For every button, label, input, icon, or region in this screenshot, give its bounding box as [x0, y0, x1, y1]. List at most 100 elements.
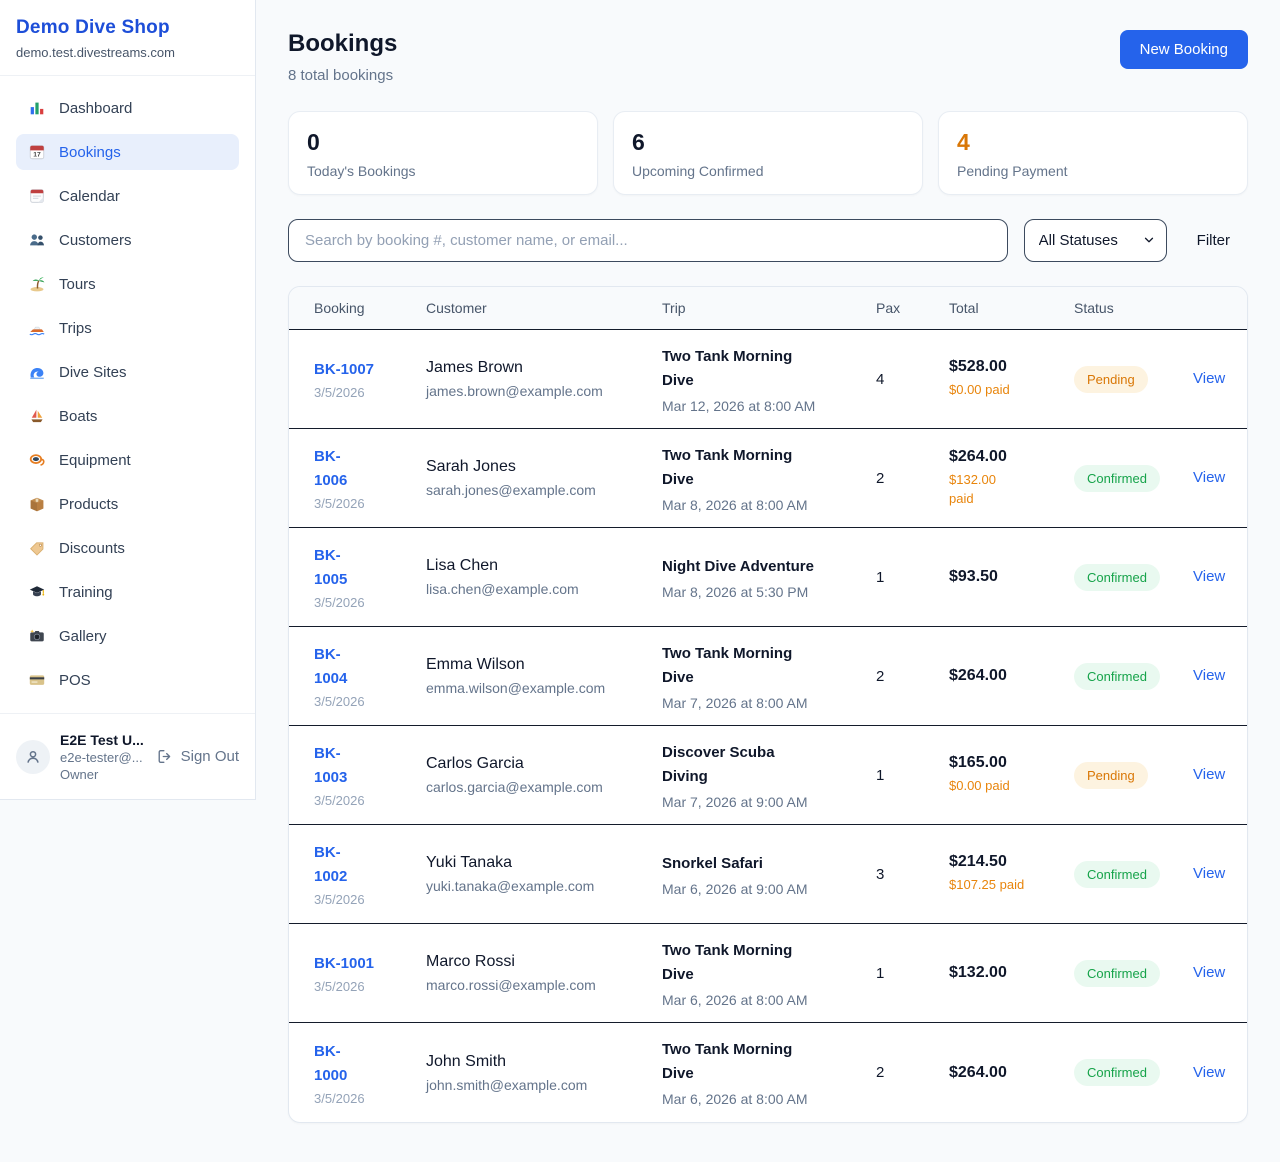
total-cell: $93.50	[949, 568, 1074, 586]
sidebar-item-dive-sites[interactable]: Dive Sites	[16, 354, 239, 390]
view-cell: View	[1193, 1063, 1226, 1082]
paid-amount: $107.25 paid	[949, 877, 1025, 893]
sidebar-item-boats[interactable]: Boats	[16, 398, 239, 434]
view-link[interactable]: View	[1193, 1063, 1226, 1081]
booking-cell: BK- 1000 3/5/2026	[314, 1040, 426, 1106]
view-cell: View	[1193, 865, 1226, 883]
sidebar-item-label: POS	[59, 671, 91, 689]
trip-cell: Two Tank Morning Dive Mar 6, 2026 at 8:0…	[662, 939, 876, 1008]
booking-id-link[interactable]: BK- 1006	[314, 448, 348, 489]
sidebar-item-pos[interactable]: POS	[16, 662, 239, 698]
customer-cell: Sarah Jones sarah.jones@example.com	[426, 458, 662, 498]
stat-label: Pending Payment	[957, 163, 1068, 179]
view-link[interactable]: View	[1193, 370, 1226, 387]
sidebar-item-calendar[interactable]: Calendar	[16, 178, 239, 214]
booking-cell: BK- 1004 3/5/2026	[314, 643, 426, 709]
sidebar-item-label: Calendar	[59, 187, 120, 205]
sign-out-label: Sign Out	[180, 748, 239, 765]
sidebar-item-customers[interactable]: Customers	[16, 222, 239, 258]
view-link[interactable]: View	[1193, 568, 1226, 585]
total-cell: $132.00	[949, 964, 1074, 982]
status-badge: Pending	[1074, 761, 1148, 789]
column-header-pax: Pax	[876, 300, 901, 316]
booking-id-link[interactable]: BK-1001	[314, 955, 375, 972]
view-link[interactable]: View	[1193, 667, 1226, 684]
sidebar-item-tours[interactable]: Tours	[16, 266, 239, 302]
sidebar-item-gallery[interactable]: Gallery	[16, 618, 239, 654]
island-icon	[28, 275, 46, 293]
booking-id-link[interactable]: BK- 1004	[314, 646, 348, 687]
booking-cell: BK- 1002 3/5/2026	[314, 841, 426, 907]
view-link[interactable]: View	[1193, 865, 1226, 882]
total-amount: $132.00	[949, 964, 1007, 981]
sidebar-item-equipment[interactable]: Equipment	[16, 442, 239, 478]
trip-cell: Two Tank Morning Dive Mar 7, 2026 at 8:0…	[662, 642, 876, 711]
booking-date: 3/5/2026	[314, 694, 365, 709]
view-link[interactable]: View	[1193, 469, 1226, 486]
stat-value: 4	[957, 129, 970, 155]
total-amount: $264.00	[949, 667, 1007, 684]
trip-name: Night Dive Adventure	[662, 557, 814, 575]
total-cell: $264.00 $132.00 paid	[949, 448, 1074, 509]
booking-id-link[interactable]: BK- 1003	[314, 745, 348, 786]
sign-out-icon	[156, 748, 173, 765]
shop-domain: demo.test.divestreams.com	[16, 45, 175, 60]
pax-value: 1	[876, 766, 885, 784]
status-badge: Confirmed	[1074, 1059, 1160, 1086]
sidebar-item-label: Dashboard	[59, 99, 133, 117]
status-badge: Confirmed	[1074, 662, 1160, 690]
customer-email: lisa.chen@example.com	[426, 581, 579, 597]
column-header-customer: Customer	[426, 300, 487, 316]
customer-email: james.brown@example.com	[426, 383, 603, 399]
status-badge: Confirmed	[1074, 563, 1160, 591]
paid-amount: $132.00 paid	[949, 471, 996, 506]
sidebar: Demo Dive Shop demo.test.divestreams.com…	[0, 0, 256, 800]
view-link[interactable]: View	[1193, 766, 1226, 783]
booking-cell: BK- 1003 3/5/2026	[314, 742, 426, 808]
status-badge: Confirmed	[1074, 860, 1160, 888]
pax-value: 3	[876, 865, 885, 883]
stat-label: Upcoming Confirmed	[632, 163, 764, 179]
view-link[interactable]: View	[1193, 964, 1226, 981]
booking-id-link[interactable]: BK- 1005	[314, 547, 348, 588]
customer-email: john.smith@example.com	[426, 1076, 588, 1093]
table-header-row: Booking Customer Trip Pax Total Status	[289, 287, 1247, 330]
trip-datetime: Mar 6, 2026 at 9:00 AM	[662, 880, 808, 897]
sign-out-button[interactable]: Sign Out	[156, 748, 239, 765]
calendar-pad-icon	[28, 187, 46, 205]
sidebar-item-products[interactable]: Products	[16, 486, 239, 522]
sidebar-item-training[interactable]: Training	[16, 574, 239, 610]
trip-datetime: Mar 8, 2026 at 5:30 PM	[662, 583, 809, 600]
stat-card: 0 Today's Bookings	[288, 111, 598, 195]
sidebar-item-label: Dive Sites	[59, 363, 127, 381]
filter-button[interactable]: Filter	[1183, 232, 1248, 249]
sidebar-item-label: Equipment	[59, 451, 131, 469]
booking-id-link[interactable]: BK- 1002	[314, 844, 348, 885]
sidebar-item-bookings[interactable]: Bookings	[16, 134, 239, 170]
search-input[interactable]	[288, 219, 1008, 262]
customer-name: Yuki Tanaka	[426, 854, 512, 871]
new-booking-button[interactable]: New Booking	[1119, 30, 1248, 69]
status-badge: Confirmed	[1074, 464, 1160, 492]
customer-cell: Yuki Tanaka yuki.tanaka@example.com	[426, 854, 662, 894]
sidebar-nav: Dashboard Bookings Calendar Customers To…	[0, 76, 255, 698]
booking-id-link[interactable]: BK- 1000	[314, 1042, 348, 1084]
trip-cell: Snorkel Safari Mar 6, 2026 at 9:00 AM	[662, 852, 876, 897]
main-content: Bookings 8 total bookings New Booking 0 …	[256, 0, 1280, 1155]
status-cell: Confirmed	[1074, 959, 1193, 987]
pax-value: 1	[876, 568, 885, 586]
total-amount: $528.00	[949, 358, 1007, 376]
status-filter-select[interactable]: All Statuses	[1023, 219, 1167, 262]
customer-email: yuki.tanaka@example.com	[426, 878, 595, 894]
sidebar-item-dashboard[interactable]: Dashboard	[16, 90, 239, 126]
booking-cell: BK- 1006 3/5/2026	[314, 445, 426, 511]
view-cell: View	[1193, 370, 1226, 388]
sidebar-item-trips[interactable]: Trips	[16, 310, 239, 346]
booking-cell: BK-1007 3/5/2026	[314, 358, 426, 400]
booking-id-link[interactable]: BK-1007	[314, 361, 375, 378]
filter-toolbar: All Statuses Filter	[288, 219, 1248, 262]
customer-name: Lisa Chen	[426, 557, 499, 574]
sidebar-item-discounts[interactable]: Discounts	[16, 530, 239, 566]
total-cell: $214.50 $107.25 paid	[949, 853, 1074, 895]
customer-cell: James Brown james.brown@example.com	[426, 359, 662, 399]
